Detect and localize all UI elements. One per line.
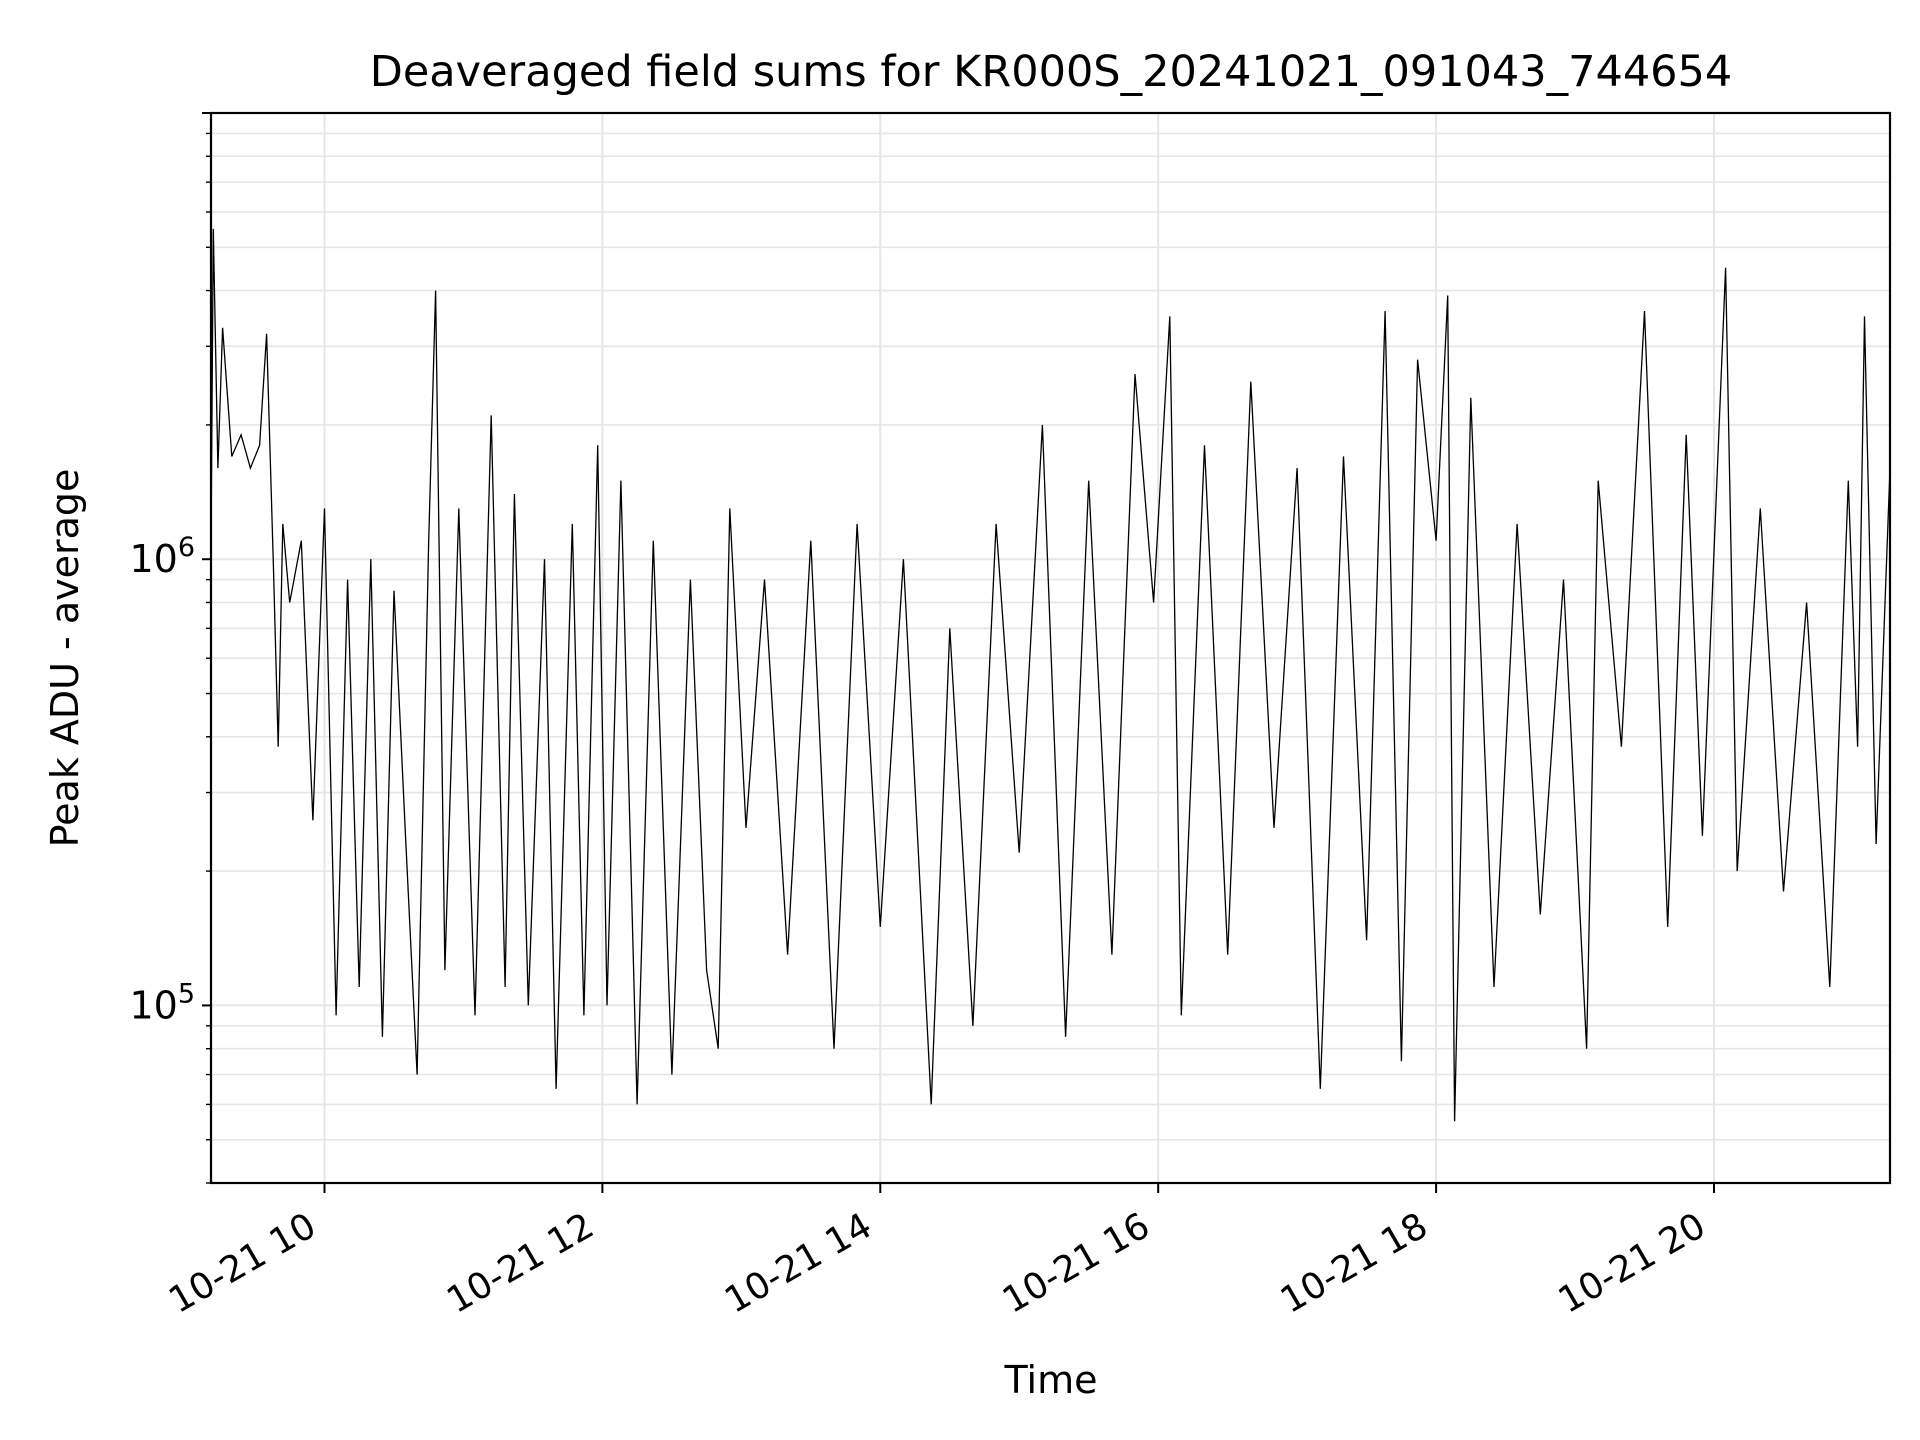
series-line: [210, 228, 1891, 1122]
grid-layer: [211, 112, 1890, 1184]
y-tick-exponent: 6: [178, 532, 195, 563]
series-layer: [210, 228, 1891, 1122]
plot-frame: [209, 111, 1892, 1185]
x-axis-label: Time: [1004, 1358, 1098, 1402]
y-tick-mantissa: 10: [129, 983, 177, 1027]
y-tick-exponent: 5: [178, 978, 195, 1009]
y-axis-label: Peak ADU - average: [43, 469, 87, 848]
chart-title: Deaveraged field sums for KR000S_2024102…: [370, 47, 1733, 97]
y-tick-label: 105: [129, 978, 195, 1027]
y-tick-mantissa: 10: [129, 537, 177, 581]
y-tick-label: 106: [129, 532, 195, 581]
